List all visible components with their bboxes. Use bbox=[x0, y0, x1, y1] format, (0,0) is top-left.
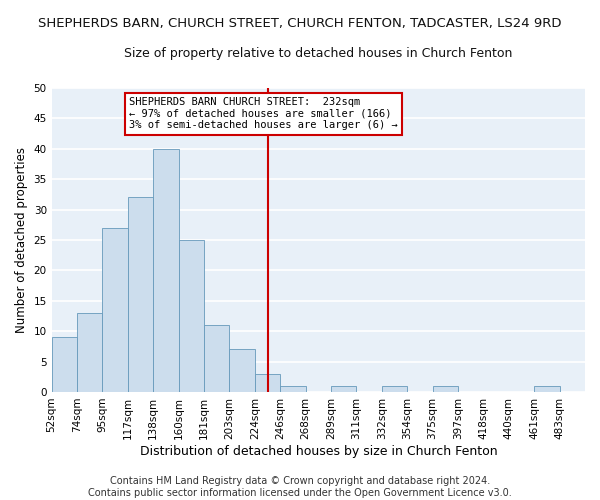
Bar bbox=[534, 386, 560, 392]
Bar bbox=[229, 350, 255, 392]
Text: SHEPHERDS BARN, CHURCH STREET, CHURCH FENTON, TADCASTER, LS24 9RD: SHEPHERDS BARN, CHURCH STREET, CHURCH FE… bbox=[38, 18, 562, 30]
Bar bbox=[280, 386, 305, 392]
Text: Contains HM Land Registry data © Crown copyright and database right 2024.
Contai: Contains HM Land Registry data © Crown c… bbox=[88, 476, 512, 498]
Bar bbox=[433, 386, 458, 392]
Bar bbox=[179, 240, 204, 392]
Bar bbox=[382, 386, 407, 392]
Bar bbox=[204, 325, 229, 392]
Bar bbox=[153, 149, 179, 392]
Bar bbox=[103, 228, 128, 392]
Y-axis label: Number of detached properties: Number of detached properties bbox=[15, 147, 28, 333]
Bar bbox=[331, 386, 356, 392]
Title: Size of property relative to detached houses in Church Fenton: Size of property relative to detached ho… bbox=[124, 48, 512, 60]
Bar bbox=[77, 313, 103, 392]
Bar bbox=[52, 338, 77, 392]
Bar bbox=[255, 374, 280, 392]
Text: SHEPHERDS BARN CHURCH STREET:  232sqm
← 97% of detached houses are smaller (166): SHEPHERDS BARN CHURCH STREET: 232sqm ← 9… bbox=[129, 97, 398, 130]
Bar bbox=[128, 198, 153, 392]
X-axis label: Distribution of detached houses by size in Church Fenton: Distribution of detached houses by size … bbox=[140, 444, 497, 458]
